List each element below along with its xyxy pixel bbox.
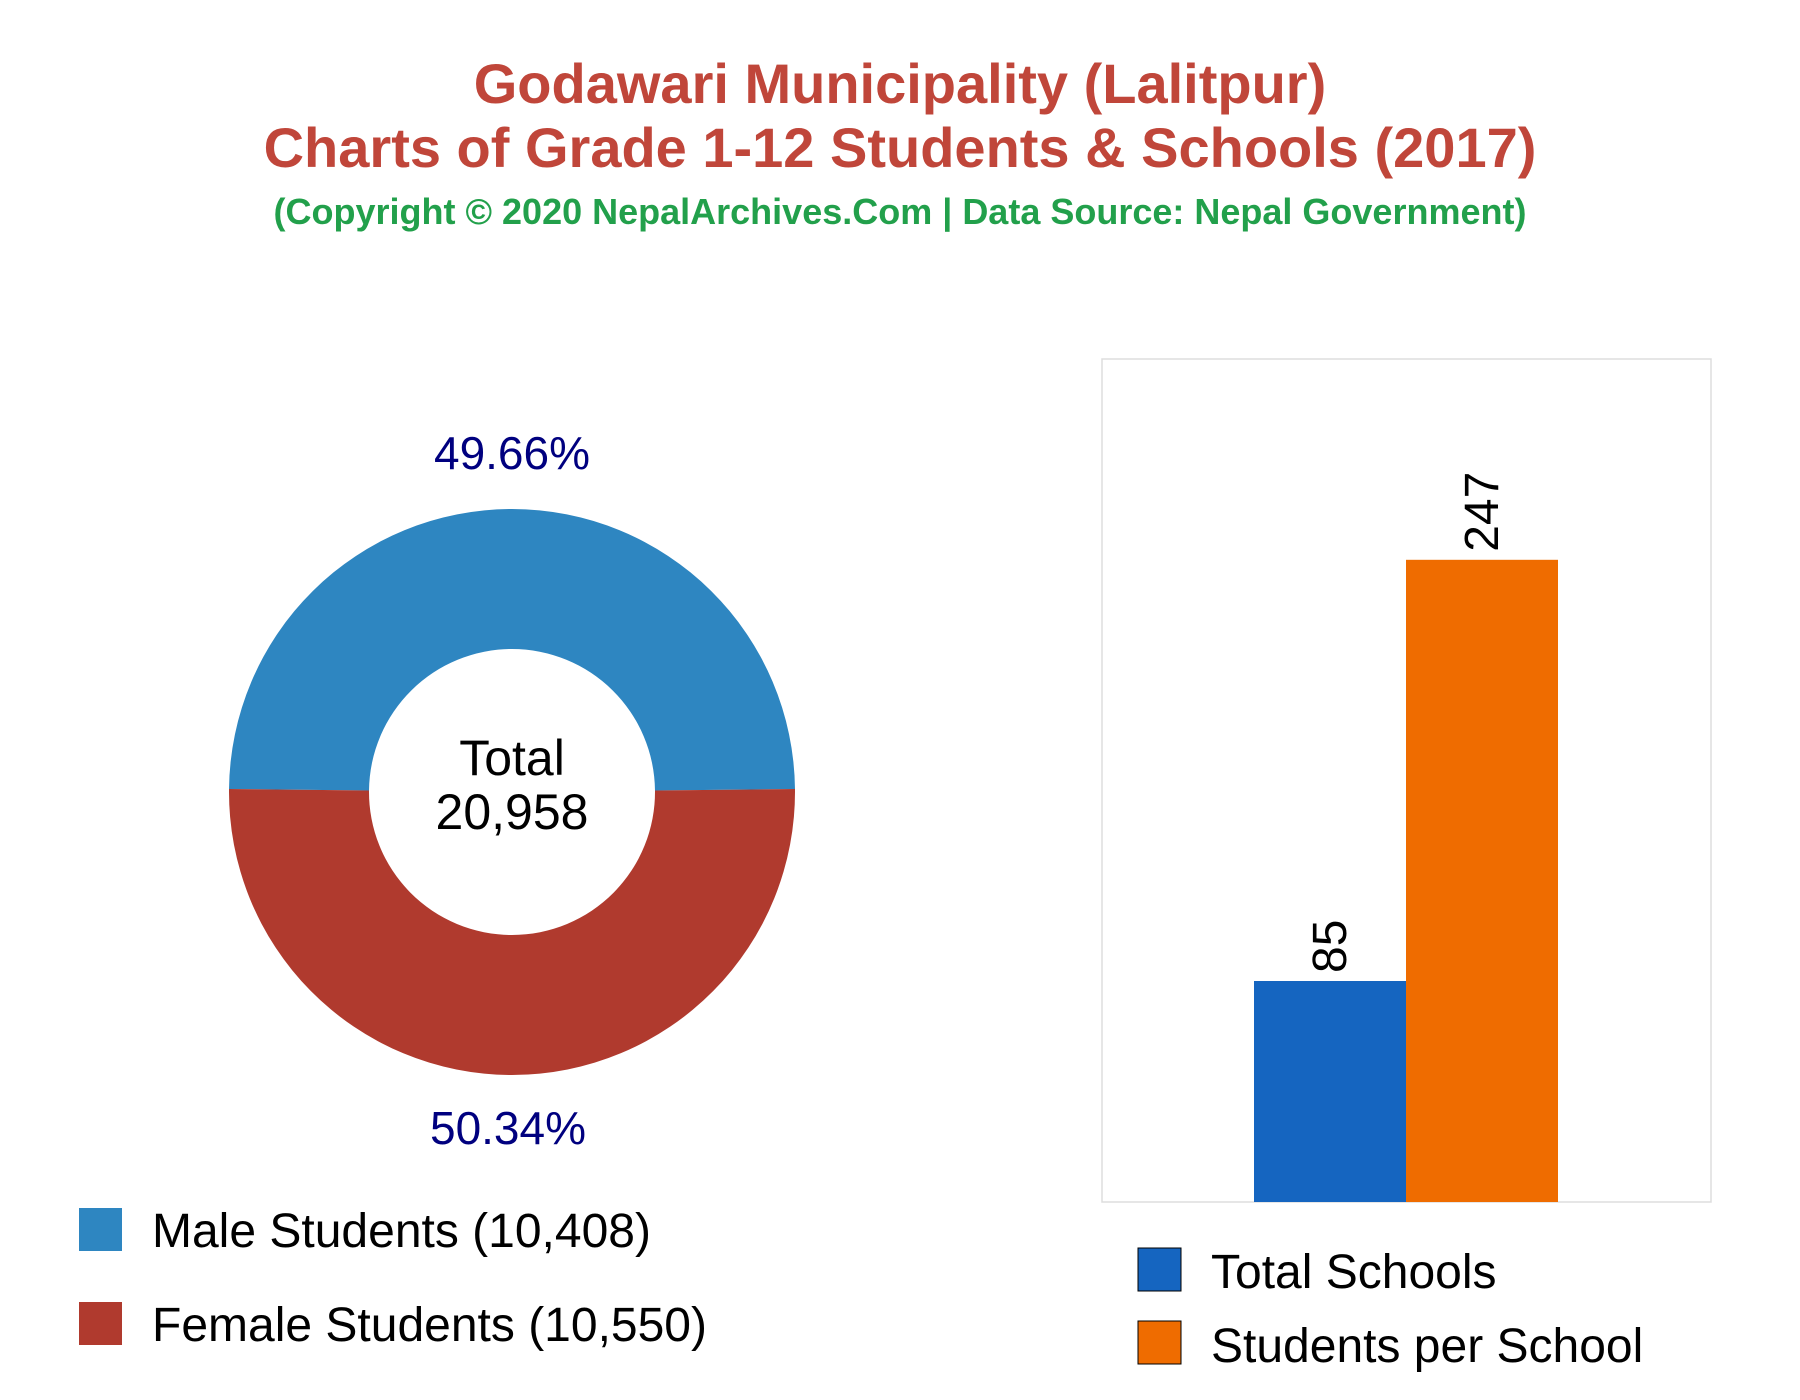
bar-students-per-school-value-label: 247 (1456, 472, 1509, 552)
bar-total-schools (1254, 981, 1406, 1202)
legend-swatch-total-schools (1137, 1247, 1182, 1292)
bars (1254, 559, 1558, 1202)
legend-swatch-female (79, 1302, 122, 1345)
female-percent-label: 50.34% (430, 1102, 586, 1154)
chart-title-line2: Charts of Grade 1-12 Students & Schools … (263, 116, 1537, 179)
donut-slice-male (229, 508, 795, 791)
chart-title-line1: Godawari Municipality (Lalitpur) (473, 52, 1327, 115)
male-percent-label: 49.66% (434, 427, 590, 479)
donut-chart: 49.66% 50.34% Total 20,958 Male Students… (79, 427, 795, 1352)
donut-center-total-value: 20,958 (436, 784, 589, 840)
legend-label-male: Male Students (10,408) (152, 1205, 651, 1258)
legend-swatch-students-per-school (1137, 1320, 1182, 1365)
bar-total-schools-value-label: 85 (1304, 920, 1357, 973)
chart-subtitle: (Copyright © 2020 NepalArchives.Com | Da… (273, 191, 1527, 232)
bar-students-per-school (1406, 559, 1558, 1202)
legend-label-students-per-school: Students per School (1211, 1320, 1643, 1373)
donut-slices (229, 508, 795, 1075)
bar-data-labels: 85 247 (1304, 472, 1509, 973)
legend-label-total-schools: Total Schools (1211, 1246, 1497, 1299)
bar-plot-area (1101, 358, 1712, 1203)
donut-slice-female (229, 788, 795, 1075)
legend-label-female: Female Students (10,550) (152, 1299, 707, 1352)
donut-center-total-label: Total (459, 730, 565, 786)
legend-swatch-male (79, 1208, 122, 1251)
